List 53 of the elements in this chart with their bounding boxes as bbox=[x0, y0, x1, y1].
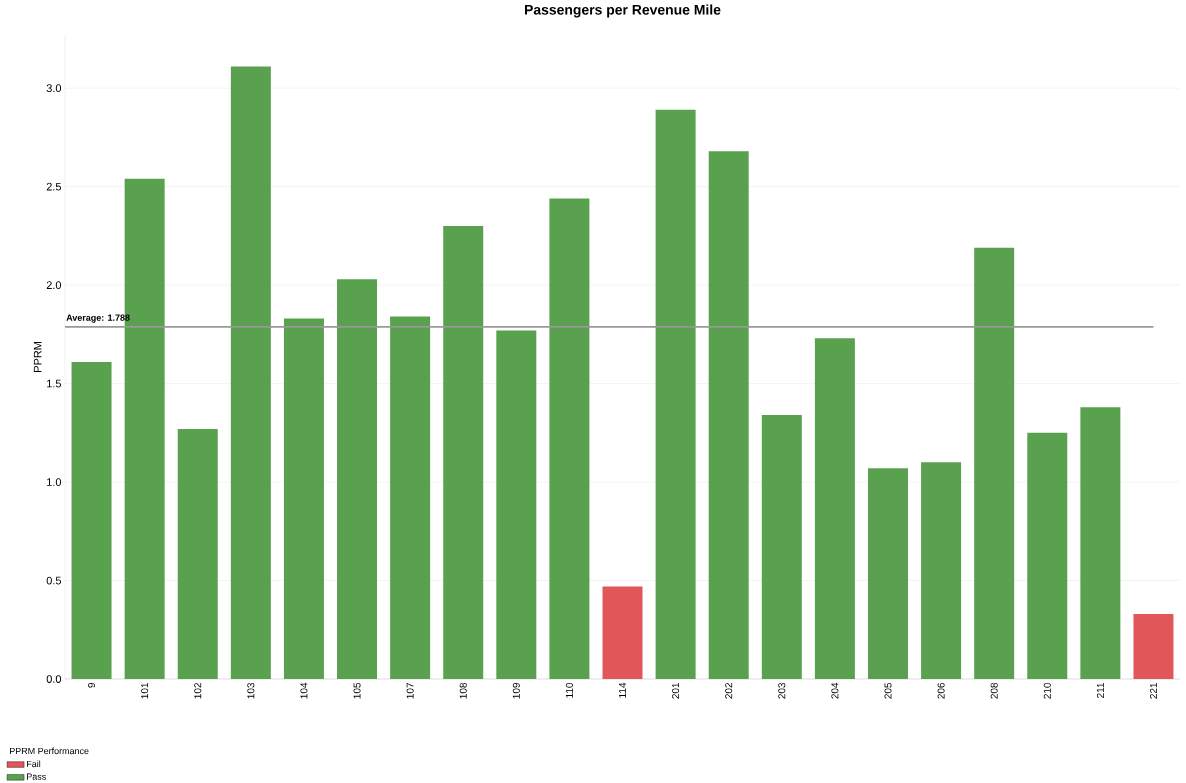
x-tick-label: 108 bbox=[459, 682, 467, 699]
x-tick-label: 211 bbox=[1096, 683, 1104, 698]
y-axis-title: PPRM bbox=[33, 342, 42, 372]
bar bbox=[761, 415, 802, 679]
x-tick-label: 109 bbox=[512, 682, 520, 699]
bar bbox=[71, 361, 112, 679]
bar bbox=[443, 226, 484, 679]
x-tick-label: 101 bbox=[141, 683, 149, 699]
legend-label: Fail bbox=[27, 760, 41, 768]
x-tick-label: 107 bbox=[406, 683, 414, 699]
y-tick-label: 0.5 bbox=[46, 576, 62, 585]
bar bbox=[974, 247, 1015, 679]
x-tick-label: 208 bbox=[990, 682, 998, 699]
y-tick-label: 1.5 bbox=[47, 379, 62, 388]
bar bbox=[177, 428, 218, 679]
legend-title: PPRM Performance bbox=[10, 747, 89, 755]
bar bbox=[921, 462, 962, 679]
legend-label: Pass bbox=[27, 773, 46, 780]
y-tick-label: 3.0 bbox=[46, 84, 62, 93]
bar bbox=[549, 198, 590, 679]
x-tick-label: 104 bbox=[300, 682, 308, 699]
y-tick-label: 0.0 bbox=[46, 675, 62, 683]
x-tick-label: 103 bbox=[247, 682, 255, 699]
x-tick-label: 9 bbox=[88, 682, 96, 688]
y-tick-label: 1.0 bbox=[47, 478, 62, 486]
bar bbox=[230, 66, 271, 679]
bar bbox=[1133, 614, 1174, 679]
x-tick-label: 102 bbox=[194, 683, 202, 699]
bar bbox=[1027, 432, 1068, 679]
x-tick-label: 105 bbox=[353, 682, 361, 699]
x-tick-label: 201 bbox=[672, 683, 680, 699]
chart-title: Passengers per Revenue Mile bbox=[524, 4, 721, 18]
bar bbox=[390, 316, 431, 679]
bar bbox=[283, 318, 324, 679]
x-tick-label: 114 bbox=[619, 682, 626, 698]
bar bbox=[602, 586, 643, 679]
bar bbox=[814, 338, 855, 679]
y-tick-label: 2.5 bbox=[46, 182, 62, 191]
x-tick-label: 205 bbox=[884, 682, 892, 699]
x-tick-label: 206 bbox=[937, 682, 945, 699]
x-tick-label: 221 bbox=[1149, 683, 1157, 699]
y-tick-label: 2.0 bbox=[46, 281, 62, 289]
bar bbox=[655, 109, 696, 679]
bar bbox=[867, 468, 908, 679]
bar bbox=[337, 279, 378, 679]
x-tick-label: 202 bbox=[725, 683, 733, 699]
bar bbox=[496, 330, 537, 679]
x-tick-label: 204 bbox=[831, 682, 839, 699]
x-tick-label: 203 bbox=[778, 682, 786, 699]
bar bbox=[708, 151, 749, 679]
bar bbox=[1080, 407, 1121, 679]
x-tick-label: 110 bbox=[565, 682, 573, 698]
x-tick-label: 210 bbox=[1043, 682, 1051, 699]
